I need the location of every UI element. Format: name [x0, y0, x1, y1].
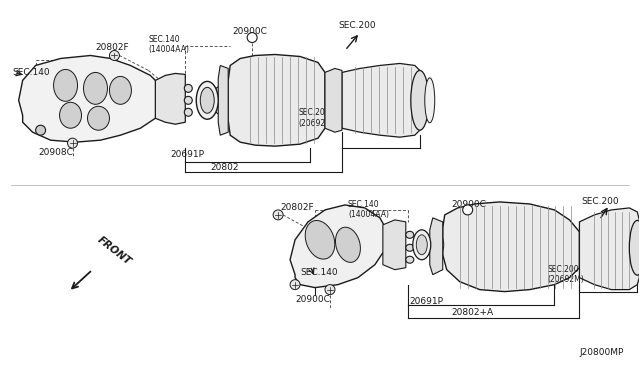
- Text: 20900C: 20900C: [295, 295, 330, 304]
- Ellipse shape: [273, 210, 283, 220]
- Ellipse shape: [413, 230, 431, 260]
- Ellipse shape: [109, 51, 120, 61]
- Ellipse shape: [184, 108, 192, 116]
- Text: SEC.140: SEC.140: [300, 268, 338, 277]
- Text: SEC.200: SEC.200: [581, 197, 619, 206]
- Polygon shape: [383, 220, 406, 270]
- Ellipse shape: [247, 33, 257, 42]
- Ellipse shape: [109, 76, 131, 104]
- Polygon shape: [342, 64, 420, 137]
- Ellipse shape: [416, 235, 428, 255]
- Ellipse shape: [463, 205, 473, 215]
- Polygon shape: [443, 202, 579, 292]
- Ellipse shape: [184, 96, 192, 104]
- Text: J20800MP: J20800MP: [580, 348, 625, 357]
- Ellipse shape: [212, 86, 228, 114]
- Ellipse shape: [411, 70, 429, 130]
- Ellipse shape: [629, 220, 640, 275]
- Text: SEC.200: SEC.200: [338, 20, 376, 30]
- Ellipse shape: [83, 73, 108, 104]
- Text: 20802F: 20802F: [280, 203, 314, 212]
- Polygon shape: [430, 218, 443, 275]
- Ellipse shape: [36, 125, 45, 135]
- Ellipse shape: [335, 227, 360, 262]
- Text: 20802+A: 20802+A: [452, 308, 494, 317]
- Text: FRONT: FRONT: [95, 234, 133, 267]
- Polygon shape: [218, 65, 228, 135]
- Text: 20900C: 20900C: [452, 200, 486, 209]
- Polygon shape: [325, 68, 342, 132]
- Polygon shape: [228, 54, 325, 146]
- Ellipse shape: [60, 102, 81, 128]
- Text: SEC.140
(14004AA): SEC.140 (14004AA): [348, 200, 389, 219]
- Ellipse shape: [406, 244, 414, 251]
- Polygon shape: [290, 205, 388, 288]
- Ellipse shape: [406, 256, 414, 263]
- Text: 20900C: 20900C: [232, 26, 267, 36]
- Text: 20802: 20802: [210, 163, 239, 172]
- Ellipse shape: [54, 70, 77, 101]
- Ellipse shape: [290, 280, 300, 290]
- Ellipse shape: [425, 78, 435, 123]
- Text: SEC.200
(20692M): SEC.200 (20692M): [298, 108, 335, 128]
- Ellipse shape: [406, 231, 414, 238]
- Ellipse shape: [184, 84, 192, 92]
- Polygon shape: [579, 208, 639, 290]
- Ellipse shape: [196, 81, 218, 119]
- Text: 20802F: 20802F: [95, 42, 129, 52]
- Text: 20691P: 20691P: [410, 296, 444, 305]
- Ellipse shape: [88, 106, 109, 130]
- Ellipse shape: [68, 138, 77, 148]
- Text: 20908C: 20908C: [38, 148, 74, 157]
- Text: SEC.140
(14004AA): SEC.140 (14004AA): [148, 35, 189, 54]
- Ellipse shape: [305, 221, 335, 259]
- Ellipse shape: [325, 285, 335, 295]
- Ellipse shape: [430, 233, 444, 257]
- Ellipse shape: [200, 87, 214, 113]
- Text: SEC.200
(20692M): SEC.200 (20692M): [547, 265, 584, 284]
- Text: 20691P: 20691P: [170, 150, 204, 159]
- Polygon shape: [156, 73, 186, 124]
- Text: SEC.140: SEC.140: [13, 68, 51, 77]
- Polygon shape: [19, 55, 165, 142]
